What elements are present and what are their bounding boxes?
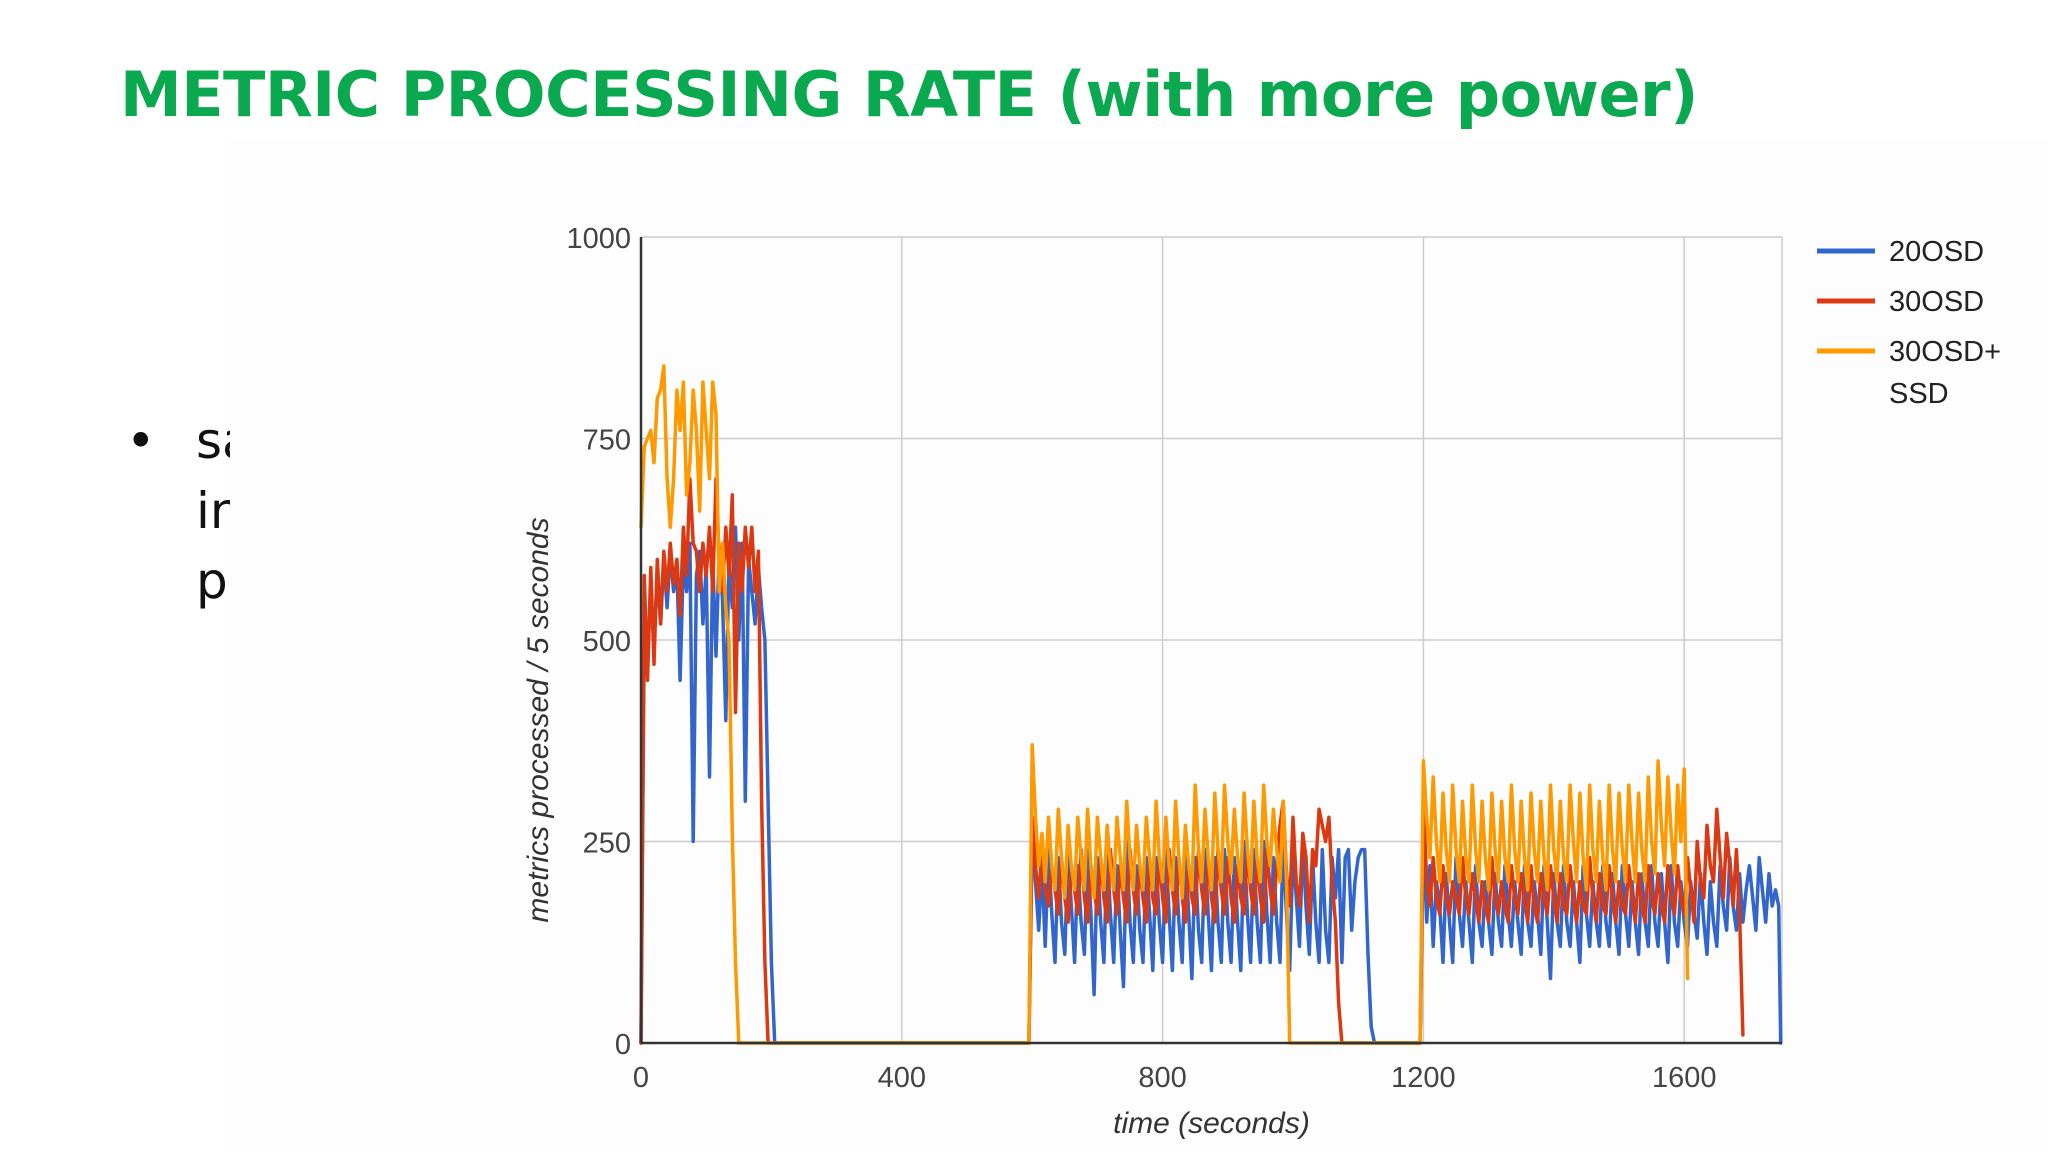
y-tick-label: 500 (583, 626, 631, 658)
y-tick-label: 250 (583, 828, 631, 860)
y-tick-label: 0 (615, 1029, 631, 1061)
series-line (639, 364, 1690, 1045)
x-tick-label: 400 (878, 1062, 926, 1094)
legend-label: 20OSD (1889, 236, 1984, 268)
axes: 0 250 500 750 1000 0 400 800 1200 1600 time (secon… (522, 223, 1782, 1140)
x-tick-label: 800 (1138, 1062, 1186, 1094)
x-tick-label: 0 (633, 1062, 649, 1094)
legend-label: 30OSD (1889, 286, 1984, 318)
slide-title: METRIC PROCESSING RATE (with more power) (120, 58, 1698, 131)
chart-background (230, 140, 2048, 1152)
legend: 20OSD 30OSD 30OSD+ SSD (1817, 236, 2001, 410)
x-tick-label: 1200 (1391, 1062, 1456, 1094)
x-tick-label: 1600 (1652, 1062, 1717, 1094)
legend-label: 30OSD+ (1889, 336, 2001, 368)
x-axis-title: time (seconds) (1113, 1107, 1310, 1140)
y-axis-title: metrics processed / 5 seconds (522, 517, 555, 922)
bullet-marker: • (126, 412, 156, 470)
y-tick-label: 750 (583, 425, 631, 457)
legend-label: SSD (1889, 378, 1949, 410)
y-tick-label: 1000 (566, 223, 631, 255)
